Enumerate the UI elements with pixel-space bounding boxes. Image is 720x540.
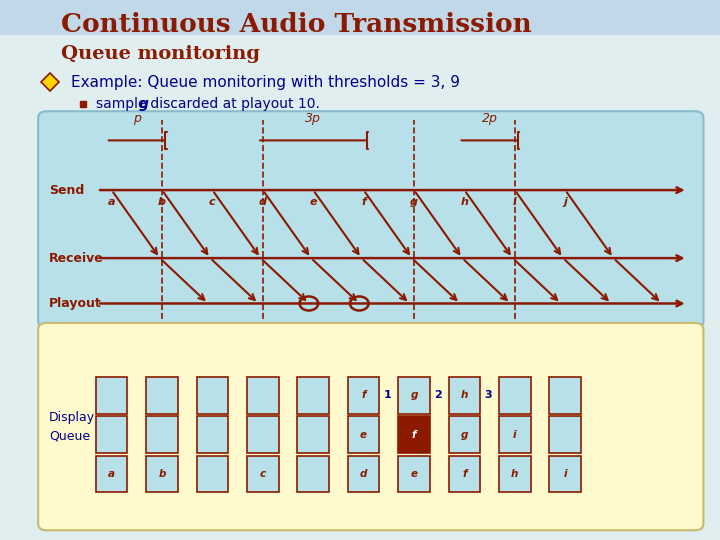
FancyBboxPatch shape [348,456,379,492]
FancyBboxPatch shape [499,456,531,492]
FancyBboxPatch shape [247,416,279,453]
Text: c: c [209,197,216,207]
FancyBboxPatch shape [449,456,480,492]
FancyBboxPatch shape [0,0,720,35]
Text: Playout: Playout [49,297,102,310]
Text: h: h [461,197,468,207]
FancyBboxPatch shape [348,377,379,414]
Text: a: a [108,197,115,207]
FancyBboxPatch shape [398,377,430,414]
FancyBboxPatch shape [96,377,127,414]
Text: 3p: 3p [305,112,321,125]
FancyBboxPatch shape [499,377,531,414]
Text: g: g [138,97,148,111]
FancyBboxPatch shape [297,416,329,453]
Text: j: j [563,197,567,207]
Text: Display
Queue: Display Queue [49,411,95,442]
FancyBboxPatch shape [197,416,228,453]
FancyBboxPatch shape [297,456,329,492]
Text: sample: sample [96,97,150,111]
FancyBboxPatch shape [146,456,178,492]
FancyBboxPatch shape [549,456,581,492]
Text: f: f [462,469,467,479]
Text: f: f [361,390,366,400]
Text: f: f [361,197,366,207]
Text: d: d [258,197,267,207]
Text: Example: Queue monitoring with thresholds = 3, 9: Example: Queue monitoring with threshold… [71,75,459,90]
Text: i: i [564,469,567,479]
Text: g: g [410,197,418,207]
Text: f: f [412,430,416,440]
FancyBboxPatch shape [449,416,480,453]
Text: 2p: 2p [482,112,498,125]
Text: e: e [310,197,317,207]
FancyBboxPatch shape [297,377,329,414]
Text: i: i [513,430,516,440]
Text: e: e [410,469,418,479]
Text: d: d [360,469,367,479]
Text: g: g [410,390,418,400]
Text: p: p [133,112,140,125]
Text: Receive: Receive [49,252,104,265]
Text: 2: 2 [434,390,442,400]
Text: Continuous Audio Transmission: Continuous Audio Transmission [61,12,532,37]
FancyBboxPatch shape [96,416,127,453]
Text: 1: 1 [384,390,392,400]
Text: e: e [360,430,367,440]
Text: Queue monitoring: Queue monitoring [61,45,260,63]
FancyBboxPatch shape [247,456,279,492]
FancyBboxPatch shape [197,456,228,492]
FancyBboxPatch shape [398,416,430,453]
Text: c: c [260,469,266,479]
FancyBboxPatch shape [348,416,379,453]
FancyBboxPatch shape [499,416,531,453]
Text: b: b [158,197,166,207]
FancyBboxPatch shape [96,456,127,492]
FancyBboxPatch shape [449,377,480,414]
FancyBboxPatch shape [247,377,279,414]
FancyBboxPatch shape [549,416,581,453]
FancyBboxPatch shape [38,323,703,530]
FancyBboxPatch shape [398,456,430,492]
Text: discarded at playout 10.: discarded at playout 10. [146,97,320,111]
Text: g: g [461,430,468,440]
Text: a: a [108,469,115,479]
Text: b: b [158,469,166,479]
Text: i: i [513,197,517,207]
Text: 3: 3 [485,390,492,400]
Text: Send: Send [49,184,84,197]
FancyBboxPatch shape [38,111,703,328]
Text: h: h [461,390,468,400]
FancyBboxPatch shape [146,416,178,453]
FancyBboxPatch shape [197,377,228,414]
Text: h: h [511,469,518,479]
FancyBboxPatch shape [146,377,178,414]
FancyBboxPatch shape [549,377,581,414]
